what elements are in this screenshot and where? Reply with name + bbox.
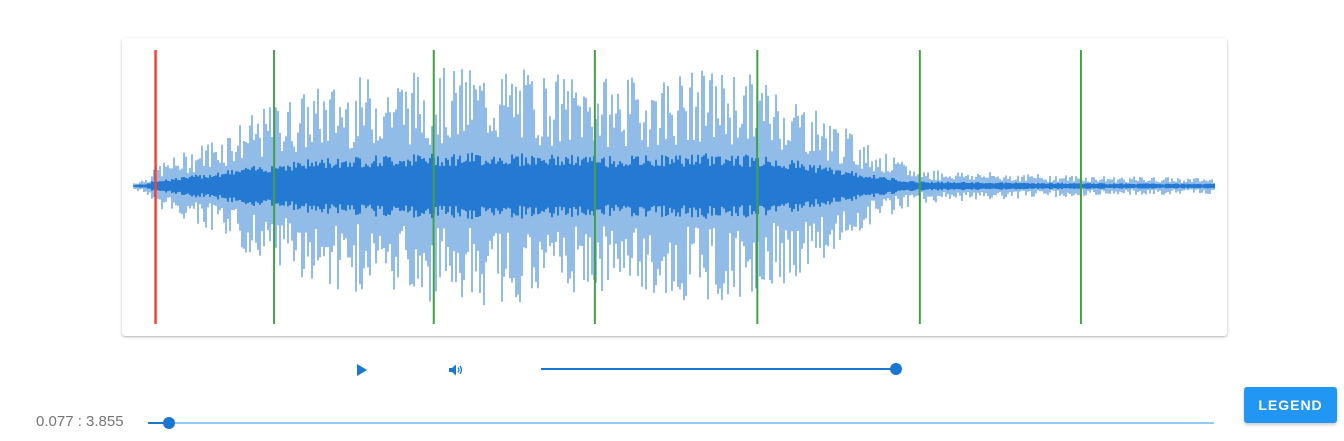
waveform-panel	[122, 38, 1227, 336]
waveform-bars	[133, 67, 1215, 306]
volume-button[interactable]	[442, 356, 470, 384]
legend-button[interactable]: LEGEND	[1244, 387, 1337, 423]
position-track-filled	[148, 422, 170, 424]
volume-icon	[449, 364, 463, 376]
position-slider[interactable]	[148, 417, 1214, 429]
position-track	[148, 422, 1214, 424]
waveform[interactable]	[122, 38, 1227, 336]
volume-track	[541, 368, 896, 370]
play-icon	[357, 364, 367, 376]
volume-slider[interactable]	[541, 363, 903, 375]
volume-thumb[interactable]	[890, 363, 902, 375]
play-button[interactable]	[348, 356, 376, 384]
position-thumb[interactable]	[163, 417, 176, 429]
time-readout: 0.077 : 3.855	[36, 413, 124, 430]
waveform-core	[133, 152, 1215, 220]
